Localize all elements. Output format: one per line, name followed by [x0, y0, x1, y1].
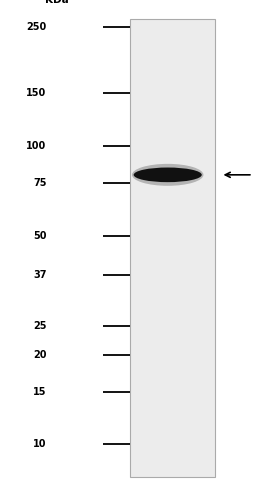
Text: 25: 25: [33, 321, 46, 331]
Text: 75: 75: [33, 178, 46, 188]
Bar: [130, 19, 215, 477]
Text: 250: 250: [26, 22, 46, 32]
Text: 20: 20: [33, 349, 46, 360]
Text: 100: 100: [26, 141, 46, 151]
Text: KDa: KDa: [45, 0, 69, 5]
Text: 37: 37: [33, 270, 46, 280]
Ellipse shape: [134, 167, 202, 182]
Text: 150: 150: [26, 88, 46, 98]
Ellipse shape: [132, 164, 204, 186]
Text: 50: 50: [33, 231, 46, 241]
Text: 15: 15: [33, 387, 46, 397]
Text: 10: 10: [33, 440, 46, 449]
